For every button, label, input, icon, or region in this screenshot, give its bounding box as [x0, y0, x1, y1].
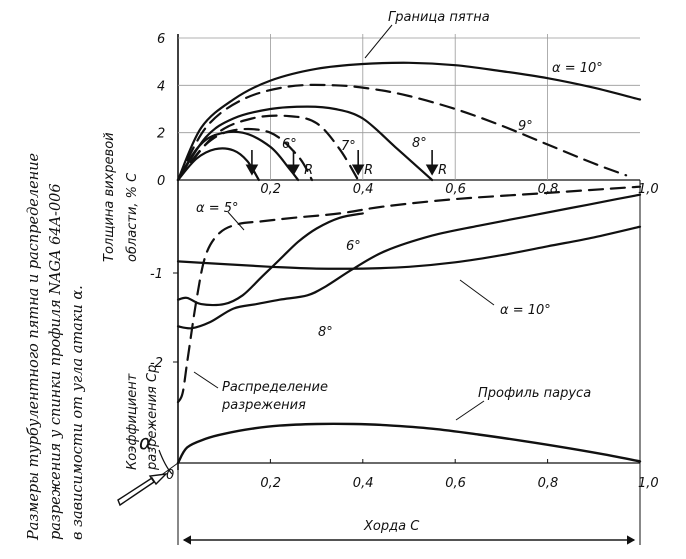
cp-ylabel-line-1: Коэффициент — [125, 373, 140, 470]
cp-alpha5-leader — [227, 211, 245, 231]
profile-x-tick-label: 0,2 — [260, 476, 281, 491]
profile-x-tick-label: 1,0 — [638, 476, 659, 491]
side-caption: Размеры турбулентного пятна и распределе… — [26, 153, 86, 541]
sail-profile-label: Профиль паруса — [478, 386, 591, 401]
thickness-ylabel: Толщина вихревой — [102, 132, 117, 262]
cp-6-label: 6° — [346, 239, 361, 254]
series-9-label: 9° — [518, 119, 533, 134]
distribution-label-line-1: Распределение — [222, 380, 328, 395]
thickness-series-line — [176, 127, 314, 182]
cp-series-line — [176, 185, 642, 404]
cp-alpha5-label: α = 5° — [196, 201, 239, 216]
cp-ylabel-line-2: разрежения Cp — [145, 365, 160, 471]
thickness-ylabel-line-2: области, % C — [125, 172, 140, 262]
x-tick-label: 0,8 — [538, 182, 559, 197]
spot-boundary-label: Граница пятна — [388, 10, 490, 25]
profile-x-tick-label: 0,6 — [445, 476, 466, 491]
thickness-ylabel-2-wrap: области, % C — [125, 172, 140, 262]
cp-8-label: 8° — [318, 325, 333, 340]
reattach-marker-label: R — [364, 163, 373, 178]
series-7-label: 7° — [341, 139, 356, 154]
incoming-flow-arrow-icon — [117, 473, 168, 507]
cp-alpha10-leader — [459, 279, 495, 306]
x-tick-label: 1,0 — [638, 182, 659, 197]
distribution-label-line-2: разрежения — [221, 398, 306, 413]
series-8-top-label: 8° — [412, 136, 427, 151]
x-tick-label: 0,6 — [445, 182, 466, 197]
cp-series-line — [176, 193, 642, 330]
alpha-arc — [158, 449, 173, 475]
x-tick-label: 0,4 — [353, 182, 374, 197]
thickness-series-line — [176, 83, 628, 182]
caption-line-1: Размеры турбулентного пятна и распределе… — [26, 153, 42, 541]
profile-origin-label: 0 — [166, 468, 174, 483]
distribution-leader — [193, 371, 219, 389]
origin-tick-label: 0 — [157, 174, 165, 189]
reattach-marker-label: R — [438, 163, 447, 178]
thickness-series-line — [176, 61, 642, 182]
alpha-symbol: α — [139, 430, 152, 454]
chord-label: Хорда C — [363, 519, 420, 534]
thickness-series-line — [176, 114, 360, 182]
y-tick-label: 6 — [157, 32, 165, 47]
sail-profile-line — [176, 422, 642, 465]
reattach-marker-label: R — [304, 163, 313, 178]
cp-y-tick-label: -2 — [150, 356, 163, 371]
alpha10-top-label: α = 10° — [552, 61, 603, 76]
cp-ylabel: Коэффициент — [125, 373, 140, 470]
profile-x-tick-label: 0,8 — [538, 476, 559, 491]
y-tick-label: 2 — [157, 127, 165, 142]
spot-boundary-leader — [364, 24, 393, 59]
cp-y-tick-label: -1 — [150, 267, 163, 282]
caption-line-3: в зависимости от угла атаки α. — [70, 285, 86, 540]
cp-series-line — [176, 225, 642, 270]
y-tick-label: 4 — [157, 79, 165, 94]
caption-line-2: разрежения у спинки профиля NAGA 64A-006 — [48, 183, 64, 540]
series-6-top-label: 6° — [282, 137, 297, 152]
profile-x-tick-label: 0,4 — [353, 476, 374, 491]
thickness-ylabel-line-1: Толщина вихревой — [102, 132, 117, 262]
thickness-series-line — [176, 105, 434, 182]
plot-area: 2 4 6 0 0,2 0,4 0,6 0,8 1,0 -1 -2 0,2 0,4 0,6 0,8 1,0 0 R… — [117, 10, 659, 545]
x-tick-label: 0,2 — [260, 182, 281, 197]
cp-series-line — [176, 212, 364, 307]
cp-ylabel-2-wrap: разрежения Cp — [145, 365, 160, 471]
cp-alpha10-label: α = 10° — [500, 303, 551, 318]
sail-profile-leader — [455, 400, 485, 421]
thickness-series-line — [176, 147, 260, 182]
